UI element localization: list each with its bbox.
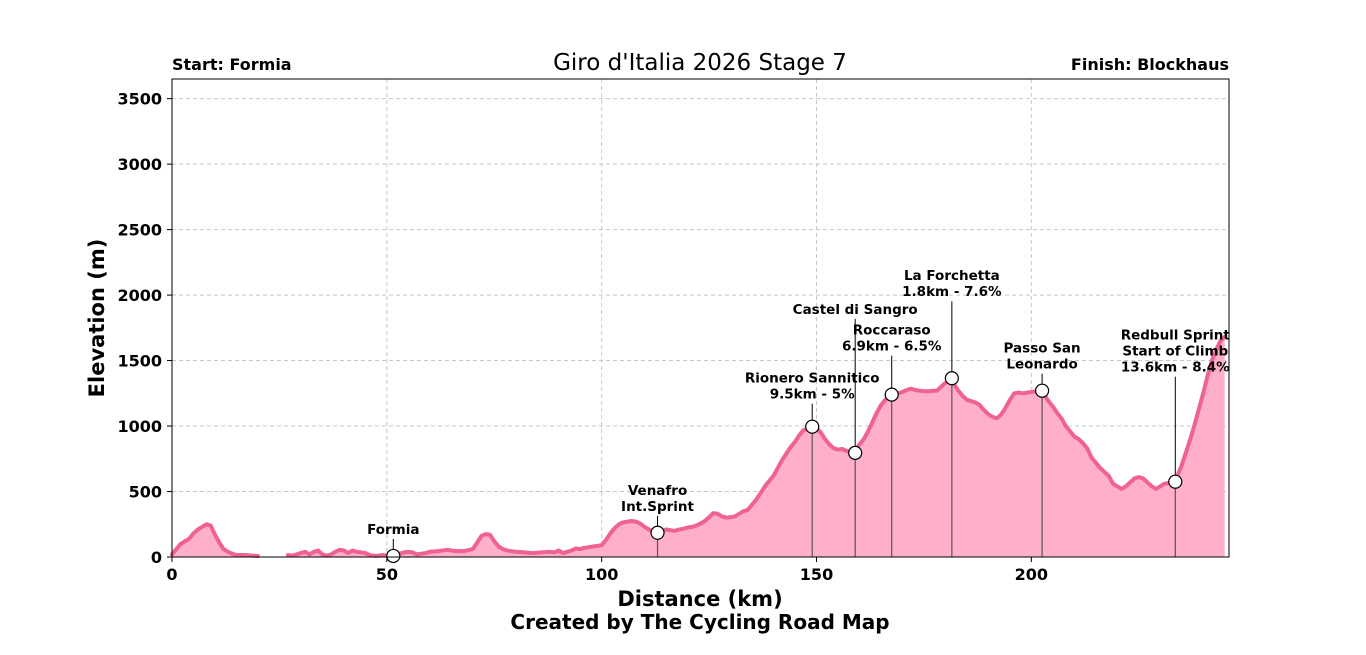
x-axis-label: Distance (km) [617,587,782,611]
waypoint-marker [650,525,665,540]
y-tick-label: 2000 [117,286,162,305]
waypoint-markers [386,371,1183,564]
x-tick-label: 50 [376,565,398,584]
waypoint-label: Castel di Sangro [793,302,918,318]
y-tick-label: 0 [151,548,162,567]
plot-frame [171,78,1230,558]
y-tick-label: 3500 [117,90,162,109]
waypoint-label: Int.Sprint [621,499,694,515]
elevation-fill [172,524,258,557]
y-tick-label: 1000 [117,417,162,436]
y-tick-label: 3000 [117,155,162,174]
waypoint-label: Redbull Sprint [1121,328,1231,344]
waypoint-marker [386,548,401,564]
x-tick-label: 150 [800,565,833,584]
grid [172,79,1229,557]
waypoint-label: Rionero Sannitico [745,371,880,387]
elevation-area [172,337,1225,557]
waypoint-marker [1168,474,1183,489]
waypoint-marker [884,387,899,402]
y-tick-label: 2500 [117,221,162,240]
x-axis-ticks: 0 50 100 150 200 [166,557,1048,584]
start-label: Start: Formia [172,55,292,74]
x-tick-label: 200 [1015,565,1048,584]
elevation-series-line [286,335,1227,558]
credit-text: Created by The Cycling Road Map [510,610,889,634]
x-tick-label: 0 [166,565,177,584]
waypoint-label: La Forchetta [904,268,1000,284]
y-tick-label: 500 [129,483,162,502]
waypoint-label: Formia [367,522,419,538]
waypoint-label: 13.6km - 8.4% [1121,360,1230,376]
waypoint-marker [848,445,863,460]
waypoint-label: Leonardo [1006,357,1077,373]
x-tick-label: 100 [585,565,618,584]
waypoint-label: 6.9km - 6.5% [842,339,942,355]
chart-title: Giro d'Italia 2026 Stage 7 [553,50,847,76]
waypoint-label: Passo San [1004,341,1081,357]
waypoint-marker [805,419,820,434]
y-axis-label: Elevation (m) [85,239,109,398]
waypoint-label: Roccaraso [853,323,931,339]
y-axis-ticks: 0 500 1000 1500 2000 2500 3000 3500 [117,90,172,567]
elevation-fill [288,337,1225,557]
waypoint-label: 9.5km - 5% [770,387,855,403]
waypoint-marker [944,371,959,386]
elevation-line [170,335,1227,558]
waypoint-label: Start of Climb [1122,344,1228,360]
finish-label: Finish: Blockhaus [1071,55,1229,74]
y-tick-label: 1500 [117,352,162,371]
elevation-series-line [170,522,260,558]
waypoint-marker [1034,383,1050,398]
waypoint-label: 1.8km - 7.6% [902,284,1002,300]
waypoint-label: Venafro [628,483,687,499]
